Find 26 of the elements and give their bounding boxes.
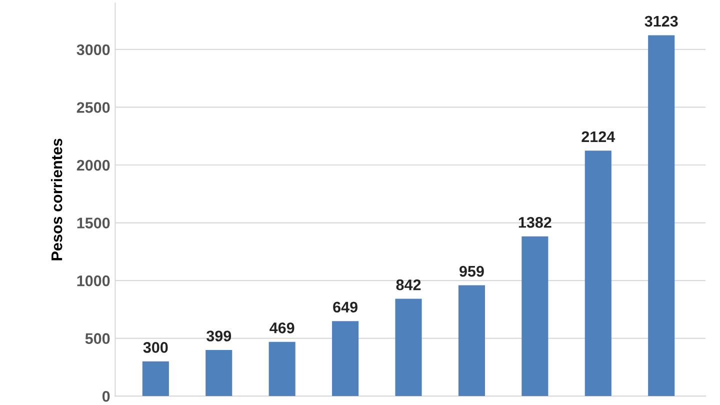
y-tick-label: 3000: [76, 44, 110, 56]
bar: [584, 150, 612, 396]
data-label: 842: [396, 279, 421, 290]
bar: [268, 342, 296, 396]
bar: [522, 236, 548, 396]
data-label: 469: [270, 322, 294, 334]
bar: [458, 285, 485, 396]
bar: [648, 35, 675, 396]
y-tick-label: 2500: [76, 102, 110, 113]
y-tick-label: 2000: [76, 160, 110, 171]
y-tick-label: 1500: [77, 218, 110, 228]
data-label: 649: [333, 302, 358, 313]
y-axis-title: Pesos corrientes: [51, 138, 62, 260]
data-label: 300: [143, 342, 168, 353]
y-tick-label: 1000: [77, 275, 110, 286]
y-tick-label: 500: [85, 333, 110, 344]
bar: [206, 350, 232, 396]
data-label: 399: [206, 330, 232, 342]
y-tick-label: 0: [102, 390, 110, 402]
bar: [142, 361, 169, 396]
data-label: 1382: [518, 217, 552, 228]
bar: [395, 298, 422, 396]
bar: [332, 321, 359, 396]
data-label: 959: [460, 266, 484, 277]
data-label: 2124: [582, 131, 616, 142]
data-label: 3123: [644, 16, 678, 27]
